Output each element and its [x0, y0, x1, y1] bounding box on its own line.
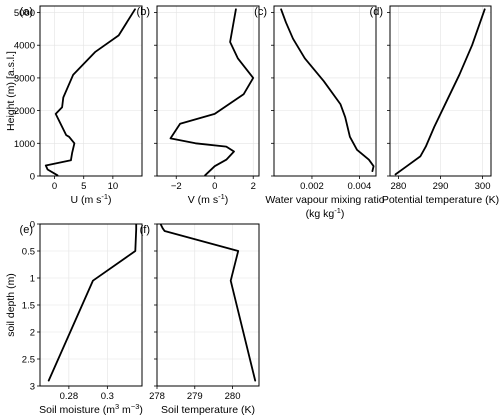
panel-d: 280 290 300 (d) Potential temperature (K) [370, 5, 499, 206]
panel-label: (c) [254, 6, 267, 18]
x-tick-label: 10 [108, 181, 119, 192]
y-tick-label: 4000 [14, 41, 35, 52]
x-axis-label-text: ) [225, 194, 229, 206]
panel-c: 0.002 0.004(c)Water vapour mixing ratio(k… [254, 5, 385, 220]
x-tick-label: 2 [251, 181, 256, 192]
x-tick-label: 0 [212, 181, 217, 192]
x-axis-label-text: U (m s [70, 194, 101, 206]
profile-line [159, 223, 257, 382]
x-axis-label-text: m [119, 404, 131, 415]
y-tick-label: 1.5 [22, 301, 35, 312]
x-axis-label-text: ) [108, 194, 112, 206]
x-tick-label: 280 [390, 181, 406, 192]
x-axis-label-superscript: -1 [218, 192, 225, 201]
profile-line [47, 223, 138, 382]
panel-label: (b) [137, 6, 150, 18]
x-axis-label-text: Soil moisture (m [39, 404, 115, 415]
panel-a: 0 5 10 0 1000 2000 3000 4000 5000(a) U (m s-1) Hei… [5, 5, 143, 206]
x-axis-label-superscript: -1 [101, 192, 108, 201]
profile-line [44, 8, 136, 177]
x-tick-label: 0.004 [348, 181, 372, 192]
x-axis-label-superscript: 3 [115, 402, 119, 411]
y-tick-label: 2000 [14, 106, 35, 117]
x-axis-label-superscript: −3 [131, 402, 140, 411]
y-tick-label: 5000 [14, 8, 35, 19]
x-axis-label-line2: (kg kg-1) [306, 206, 345, 220]
x-tick-label: 290 [433, 181, 449, 192]
x-tick-label: 0 [52, 181, 57, 192]
panel-label: (e) [20, 224, 33, 236]
x-axis-label: Soil temperature (K) [161, 404, 255, 415]
y-axis-label: soil depth (m) [5, 273, 17, 337]
y-tick-label: 3 [30, 382, 35, 393]
panel-label: (a) [20, 6, 33, 18]
y-tick-label: 2.5 [22, 355, 35, 366]
y-tick-label: 1 [30, 274, 35, 285]
x-axis-label: U (m s-1) [70, 192, 111, 206]
profile-line [394, 8, 486, 176]
x-axis-label-text: (kg kg [306, 208, 335, 220]
plot-frame [39, 5, 143, 177]
x-axis-label: V (m s-1) [188, 192, 229, 206]
x-axis-label-text: ) [139, 404, 143, 415]
x-tick-label: 278 [149, 391, 165, 402]
plot-frame [156, 5, 260, 177]
y-tick-label: 1000 [14, 139, 35, 150]
plot-frame [273, 5, 377, 177]
x-axis-label-text: Water vapour mixing ratio [265, 194, 384, 206]
x-tick-label: −2 [171, 181, 182, 192]
panel-b: −2 0 2 (b) V (m s-1) [137, 5, 260, 206]
panel-label: (f) [140, 224, 150, 236]
x-axis-label: Soil moisture (m3 m−3) [39, 402, 143, 415]
x-tick-label: 279 [187, 391, 203, 402]
x-tick-label: 280 [225, 391, 241, 402]
panel-f: 278 279 280 (f) Soil temperature (K) [140, 223, 260, 415]
y-axis-label: Height (m) [a.s.l.] [5, 51, 17, 131]
x-tick-label: 0.3 [101, 391, 114, 402]
y-tick-label: 0 [30, 172, 35, 183]
y-tick-label: 3000 [14, 73, 35, 84]
panel-e: 0.28 0.300.511.522.53(e)Soil moisture (m3… [5, 220, 143, 415]
y-tick-label: 0 [30, 220, 35, 231]
x-axis-label-text: Potential temperature (K) [382, 194, 499, 206]
x-axis-label-superscript: -1 [334, 206, 341, 215]
x-tick-label: 5 [81, 181, 86, 192]
x-axis-label-text: Soil temperature (K) [161, 404, 255, 415]
y-tick-label: 2 [30, 328, 35, 339]
profile-line [169, 8, 255, 177]
x-axis-label-text: V (m s [188, 194, 218, 206]
x-tick-label: 0.002 [300, 181, 324, 192]
y-tick-label: 0.5 [22, 247, 35, 258]
panel-label: (d) [370, 6, 383, 18]
x-axis-label: Potential temperature (K) [382, 194, 499, 206]
profile-line [280, 8, 375, 173]
x-tick-label: 0.28 [60, 391, 79, 402]
x-axis-label: Water vapour mixing ratio [265, 194, 384, 206]
x-axis-label-text: ) [341, 208, 345, 220]
x-tick-label: 300 [475, 181, 491, 192]
